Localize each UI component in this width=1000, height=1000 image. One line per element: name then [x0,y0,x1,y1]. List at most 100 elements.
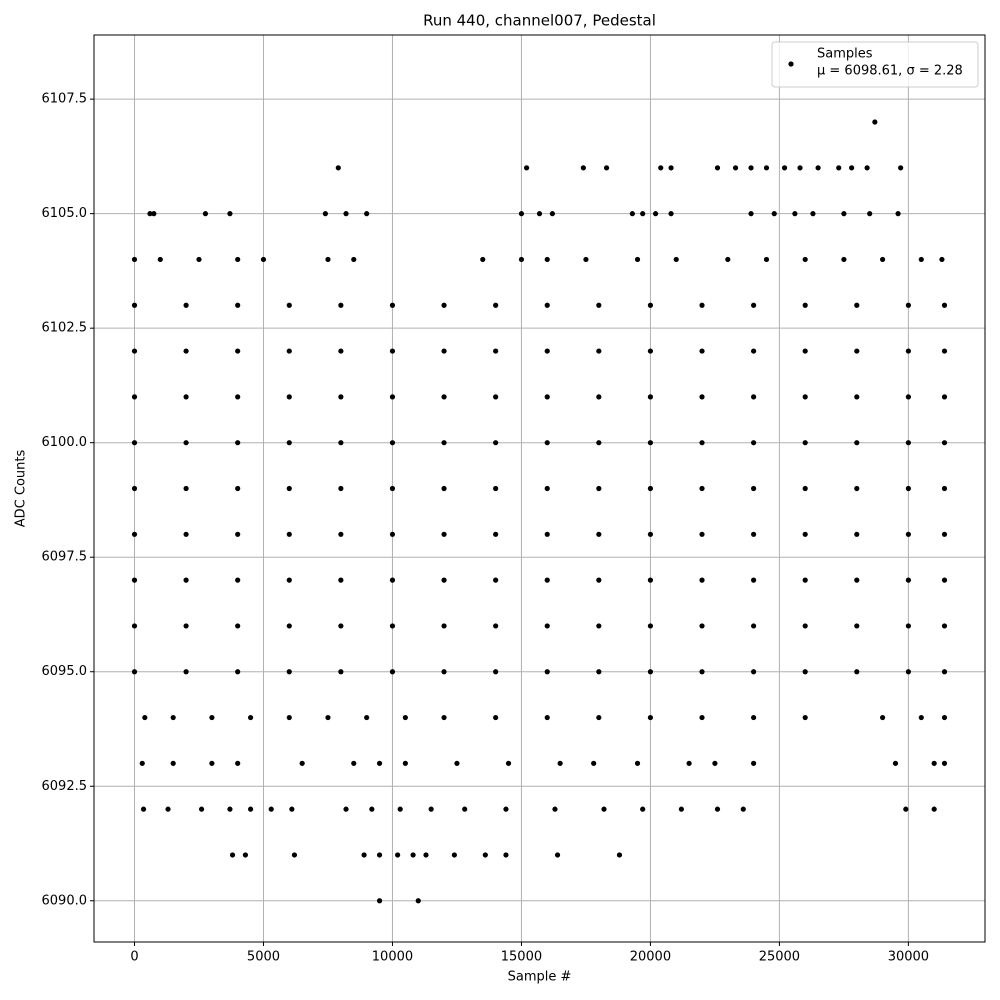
data-point [131,440,138,446]
data-point [131,256,138,263]
y-tick-label: 6090.0 [42,893,88,908]
data-point [325,256,331,263]
data-point [441,394,447,400]
data-point [647,348,654,354]
data-point [518,211,525,217]
data-point [941,531,948,537]
data-point [402,714,408,721]
data-point [699,348,705,354]
data-point [596,714,602,721]
data-point [131,623,138,629]
data-point [165,806,171,812]
data-point [183,302,189,308]
data-point [905,669,911,675]
data-point [235,669,241,675]
y-axis-label: ADC Counts [14,450,29,528]
data-point [289,806,295,812]
data-point [895,211,901,217]
data-point [668,211,674,217]
data-point [699,440,705,446]
data-point [580,165,586,171]
data-point [603,165,610,171]
data-point [518,256,525,263]
data-point [905,302,911,308]
data-point [699,714,705,721]
data-point [338,531,344,537]
x-tick-label: 5000 [247,950,280,965]
x-tick-label: 20000 [630,950,671,965]
legend-label: Samples [817,47,873,62]
data-point [596,302,602,308]
data-point [544,531,550,537]
data-point [202,211,209,217]
data-point [583,256,589,263]
data-point [802,669,808,675]
data-point [941,760,948,766]
data-point [209,760,215,766]
y-tick-label: 6095.0 [42,664,88,679]
data-point [854,531,860,537]
data-point [415,898,421,904]
data-point [131,394,138,400]
data-point [235,577,241,583]
data-point [931,760,937,766]
data-point [376,898,383,904]
x-tick-label: 10000 [372,950,413,965]
data-point [183,623,189,629]
data-point [601,806,607,812]
legend-box [771,41,979,88]
data-point [751,485,757,492]
data-point [322,211,328,217]
data-point [673,256,679,263]
data-point [338,440,344,446]
data-point [596,669,602,675]
data-point [338,623,344,629]
data-point [397,806,403,812]
data-point [286,302,292,308]
data-point [905,577,911,583]
data-point [151,211,157,217]
data-point [699,302,705,308]
data-point [544,485,550,492]
data-point [338,669,344,675]
data-point [389,348,396,354]
data-point [931,806,937,812]
data-point [678,806,684,812]
data-point [544,394,550,400]
data-point [629,211,635,217]
data-point [493,577,499,583]
data-point [170,714,176,721]
data-point [751,714,757,721]
data-point [235,440,241,446]
data-point [338,577,344,583]
y-tick-label: 6100.0 [42,435,88,450]
data-point [183,348,189,354]
data-point [763,165,770,171]
data-point [183,440,189,446]
data-point [751,394,757,400]
data-point [596,577,602,583]
data-point [493,302,499,308]
y-tick-label: 6105.0 [42,206,88,221]
data-point [268,806,274,812]
data-point [640,211,646,217]
data-point [792,211,798,217]
data-point [503,806,509,812]
data-point [892,760,899,766]
data-point [771,211,777,217]
data-point [802,623,808,629]
data-point [454,760,460,766]
data-point [797,165,803,171]
data-point [544,256,550,263]
data-point [286,531,292,537]
data-point [183,531,189,537]
x-axis-label: Sample # [508,970,572,985]
data-point [596,348,602,354]
y-tick-label: 6092.5 [42,779,88,794]
data-point [647,302,654,308]
data-point [836,165,842,171]
data-point [493,348,499,354]
data-point [751,760,757,766]
data-point [493,485,499,492]
